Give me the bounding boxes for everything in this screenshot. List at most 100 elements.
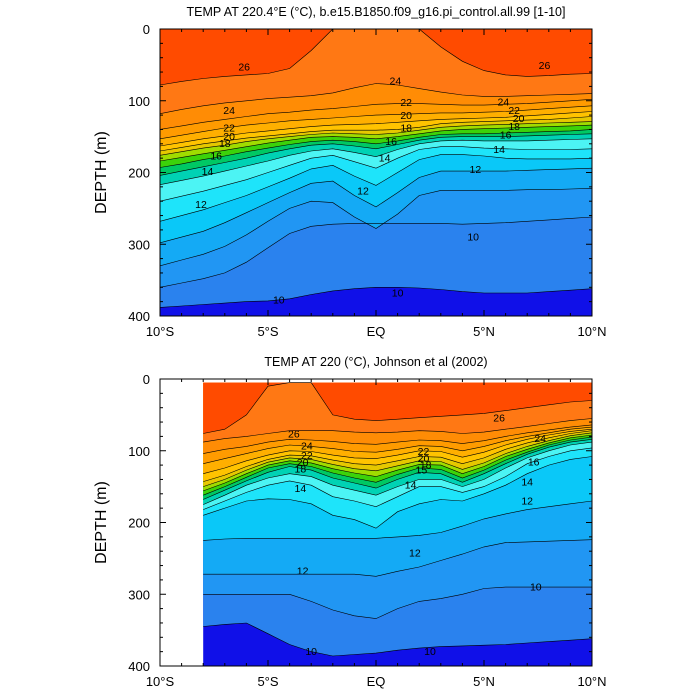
contour-label: 18 (400, 122, 412, 134)
contour-label: 10 (273, 295, 285, 307)
contour-label: 26 (539, 60, 551, 72)
contour-label: 16 (528, 457, 540, 469)
contour-label: 10 (424, 646, 436, 658)
contour-label: 20 (513, 113, 525, 125)
contour-label: 14 (493, 144, 505, 156)
x-tick-label: 5°S (257, 674, 278, 689)
contour-line-17 (203, 439, 592, 500)
y-tick-label: 300 (128, 587, 150, 602)
contour-label: 18 (295, 464, 307, 476)
contour-label: 14 (202, 166, 214, 178)
contour-band-26 (160, 29, 592, 85)
contour-label: 10 (392, 287, 404, 299)
x-tick-label: 5°N (473, 674, 495, 689)
contour-label: 18 (508, 121, 520, 133)
contour-label: 14 (295, 483, 307, 495)
contour-label: 14 (521, 477, 533, 489)
contour-line-20 (203, 432, 592, 487)
contour-line-13 (203, 500, 592, 541)
contour-line-17 (160, 133, 592, 176)
contour-label: 18 (219, 138, 231, 150)
contour-label: 15 (416, 464, 428, 476)
contour-line-14 (203, 456, 592, 529)
contour-line-26 (203, 382, 592, 434)
contour-line-24 (160, 99, 592, 130)
contour-label: 10 (467, 231, 479, 243)
contour-line-25 (203, 418, 592, 443)
contour-line-11 (203, 586, 592, 619)
contour-line-26 (160, 29, 592, 86)
contour-label: 20 (400, 110, 412, 122)
contour-label: 12 (297, 566, 309, 578)
y-tick-label: 300 (128, 237, 150, 252)
y-axis-label: DEPTH (m) (93, 481, 110, 564)
contour-label: 24 (534, 433, 546, 445)
y-tick-label: 100 (128, 444, 150, 459)
contour-line-20 (160, 121, 592, 156)
contour-line-13 (160, 167, 592, 244)
contour-label: 22 (418, 446, 430, 458)
contour-line-19 (203, 434, 592, 492)
contour-lines (203, 382, 592, 657)
axes: 10°S 5°S EQ 5°N 10°N 0 100 200 300 400 (128, 22, 606, 339)
contour-line-18 (160, 129, 592, 168)
chart-title: TEMP AT 220 (°C), Johnson et al (2002) (264, 355, 487, 369)
y-tick-label: 400 (128, 309, 150, 324)
y-tick-label: 200 (128, 166, 150, 181)
contour-label: 26 (238, 61, 250, 73)
contour-band-26 (203, 382, 592, 434)
contour-line-16 (160, 138, 592, 185)
x-tick-label: 10°N (577, 324, 606, 339)
contour-label: 26 (493, 413, 505, 425)
contour-line-19 (160, 124, 592, 162)
contour-label: 24 (498, 97, 510, 109)
x-tick-label: EQ (367, 674, 386, 689)
x-tick-label: 10°S (146, 674, 175, 689)
contour-line-12 (203, 539, 592, 577)
contour-line-24 (203, 424, 592, 454)
contour-label: 14 (405, 480, 417, 492)
contour-label: 12 (409, 548, 421, 560)
contour-label: 22 (223, 122, 235, 134)
contour-label: 24 (390, 76, 402, 88)
contour-label: 20 (418, 453, 430, 465)
contour-line-21 (203, 430, 592, 482)
contour-labels: 26 26242424222222202020181818161616141414… (195, 60, 550, 307)
contour-line-16 (203, 441, 592, 505)
contour-label: 14 (379, 152, 391, 164)
panel-top: TEMP AT 220.4°E (°C), b.e15.B1850.f09_g1… (93, 5, 607, 339)
contour-label: 26 (288, 429, 300, 441)
contour-line-15 (203, 447, 592, 510)
x-tick-label: EQ (367, 324, 386, 339)
filled-contours (160, 29, 592, 316)
contour-line-10 (160, 286, 592, 308)
contour-line-10 (203, 622, 592, 657)
y-axis-label: DEPTH (m) (93, 131, 110, 214)
x-tick-label: 5°S (257, 324, 278, 339)
y-tick-label: 0 (143, 372, 150, 387)
contour-line-12 (160, 188, 592, 267)
x-tick-label: 10°N (577, 674, 606, 689)
contour-label: 18 (420, 459, 432, 471)
y-tick-label: 0 (143, 22, 150, 37)
contour-line-18 (203, 436, 592, 496)
contour-label: 16 (385, 136, 397, 148)
contour-line-25 (160, 83, 592, 114)
panel-bottom: TEMP AT 220 (°C), Johnson et al (2002) 2… (93, 355, 607, 689)
contour-label: 22 (508, 105, 520, 117)
contour-label: 16 (210, 150, 222, 162)
contour-line-11 (160, 216, 592, 288)
contour-label: 24 (301, 441, 313, 453)
x-tick-label: 5°N (473, 324, 495, 339)
y-tick-label: 400 (128, 659, 150, 674)
contour-label: 22 (400, 97, 412, 109)
contour-label: 20 (297, 457, 309, 469)
contour-label: 16 (500, 130, 512, 142)
contour-lines (160, 29, 592, 308)
contour-line-21 (160, 116, 592, 152)
y-tick-label: 200 (128, 516, 150, 531)
contour-label: 10 (305, 646, 317, 658)
contour-line-22 (160, 111, 592, 147)
